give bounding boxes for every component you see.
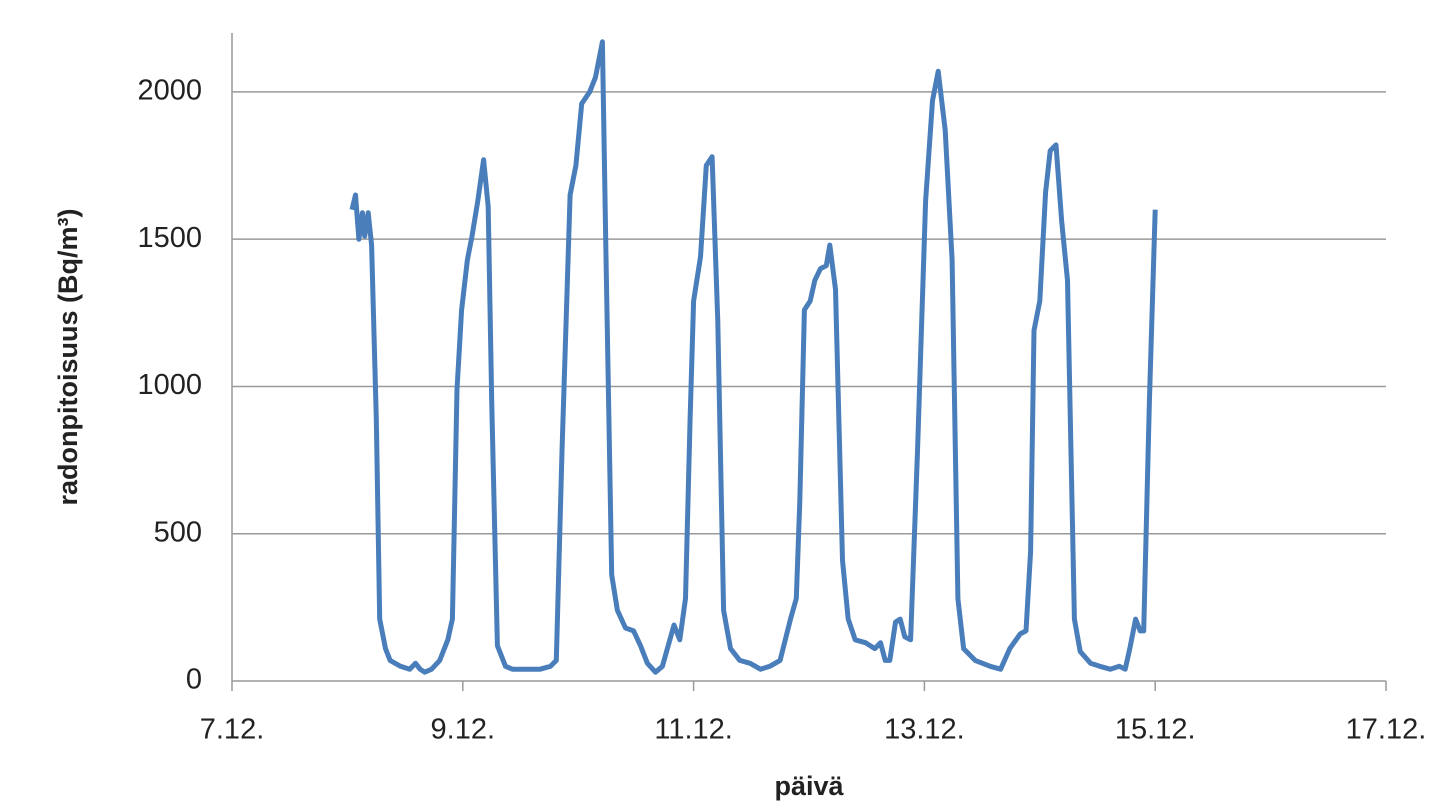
data-line <box>349 39 1158 675</box>
y-tick-label: 2000 <box>137 75 202 107</box>
y-tick-label: 500 <box>154 516 202 548</box>
x-tick-label: 11.12. <box>654 714 732 746</box>
y-tick-label: 1000 <box>137 369 202 401</box>
x-tick-label: 17.12. <box>1346 714 1427 746</box>
x-tick-label: 7.12. <box>200 714 265 746</box>
y-axis-title: radonpitoisuus (Bq/m³) <box>53 209 83 506</box>
x-tick-label: 15.12. <box>1115 714 1196 746</box>
y-tick-label: 0 <box>186 664 202 696</box>
x-axis-title: päivä <box>774 771 844 801</box>
x-tick-label: 9.12. <box>431 714 496 746</box>
x-tick-label: 13.12. <box>884 714 965 746</box>
y-tick-label: 1500 <box>137 222 202 254</box>
